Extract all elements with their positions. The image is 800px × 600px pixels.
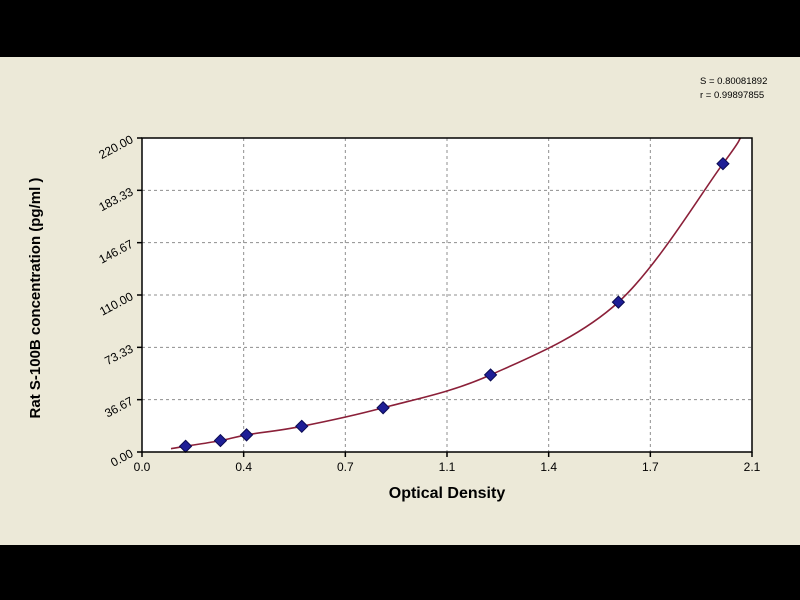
y-tick-label: 220.00: [96, 132, 135, 162]
data-point-marker: [611, 295, 626, 309]
x-axis-title: Optical Density: [388, 485, 506, 502]
x-tick-label: 1.1: [439, 460, 456, 474]
y-tick-label: 36.67: [102, 394, 135, 421]
y-tick-label: 110.00: [97, 289, 135, 318]
plot-border: [141, 137, 753, 453]
x-tick-label: 0.7: [337, 460, 354, 474]
fit-statistics: S = 0.80081892 r = 0.99897855: [700, 75, 795, 103]
fit-stat-s: S = 0.80081892: [700, 76, 768, 87]
standard-curve-plot: 0.0 0.4 0.7 1.1 1.4 1.7 2.1 0.00 36.67 73.33 110.0…: [96, 132, 761, 474]
x-tick-label: 1.4: [540, 460, 557, 474]
x-tick-label: 0.0: [134, 460, 151, 474]
data-point-marker: [716, 156, 730, 171]
data-point-marker: [213, 433, 228, 448]
data-point-marker: [239, 428, 254, 442]
y-axis-title: Rat S-100B concentration (pg/ml ): [27, 177, 44, 419]
data-point-marker: [376, 401, 390, 415]
x-tick-label: 2.1: [744, 460, 761, 474]
chart-panel: 0.0 0.4 0.7 1.1 1.4 1.7 2.1 0.00 36.67 73.33 110.0…: [0, 57, 800, 545]
y-tick-label: 146.67: [96, 237, 135, 267]
y-tick-label: 183.33: [96, 184, 135, 214]
x-tick-label: 0.4: [235, 460, 252, 474]
y-tick-label: 0.00: [108, 446, 135, 469]
fit-stat-r: r = 0.99897855: [700, 90, 765, 101]
x-tick-label: 1.7: [642, 460, 659, 474]
data-point-marker: [483, 368, 498, 382]
y-tick-label: 73.33: [102, 341, 135, 368]
data-point-marker: [295, 419, 309, 434]
